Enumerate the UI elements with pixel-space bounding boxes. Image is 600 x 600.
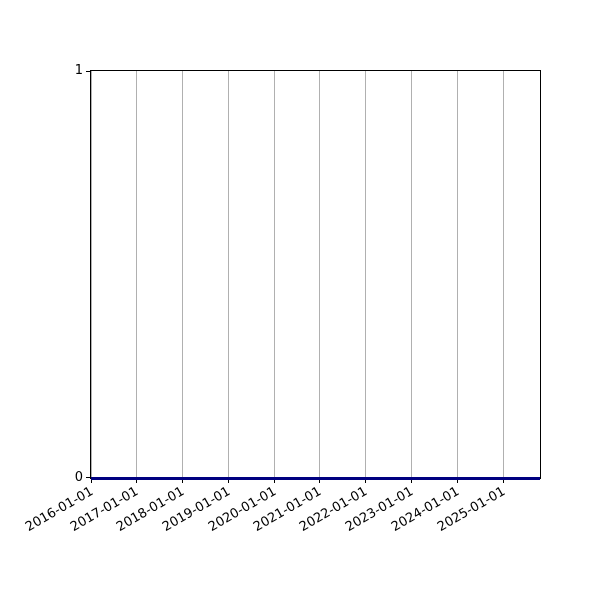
y-tick-mark	[86, 477, 90, 478]
y-tick-label: 1	[74, 63, 83, 78]
x-tick-mark	[90, 479, 92, 483]
gridline	[319, 71, 321, 478]
x-tick-mark	[411, 479, 413, 483]
x-tick-mark	[227, 479, 229, 483]
plot-area	[90, 70, 541, 480]
series-line-flat-zero	[91, 477, 540, 480]
x-tick-mark	[319, 479, 321, 483]
gridline	[456, 71, 458, 478]
gridline	[90, 71, 92, 478]
gridline	[502, 71, 504, 478]
gridline	[136, 71, 138, 478]
x-tick-mark	[182, 479, 184, 483]
gridline	[182, 71, 184, 478]
gridline	[365, 71, 367, 478]
x-tick-mark	[502, 479, 504, 483]
y-tick-mark	[86, 70, 90, 72]
gridline	[227, 71, 229, 478]
x-tick-mark	[136, 479, 138, 483]
gridline	[411, 71, 413, 478]
gridline	[273, 71, 275, 478]
x-tick-mark	[273, 479, 275, 483]
x-tick-mark	[456, 479, 458, 483]
x-tick-mark	[365, 479, 367, 483]
y-tick-label: 0	[74, 469, 83, 485]
